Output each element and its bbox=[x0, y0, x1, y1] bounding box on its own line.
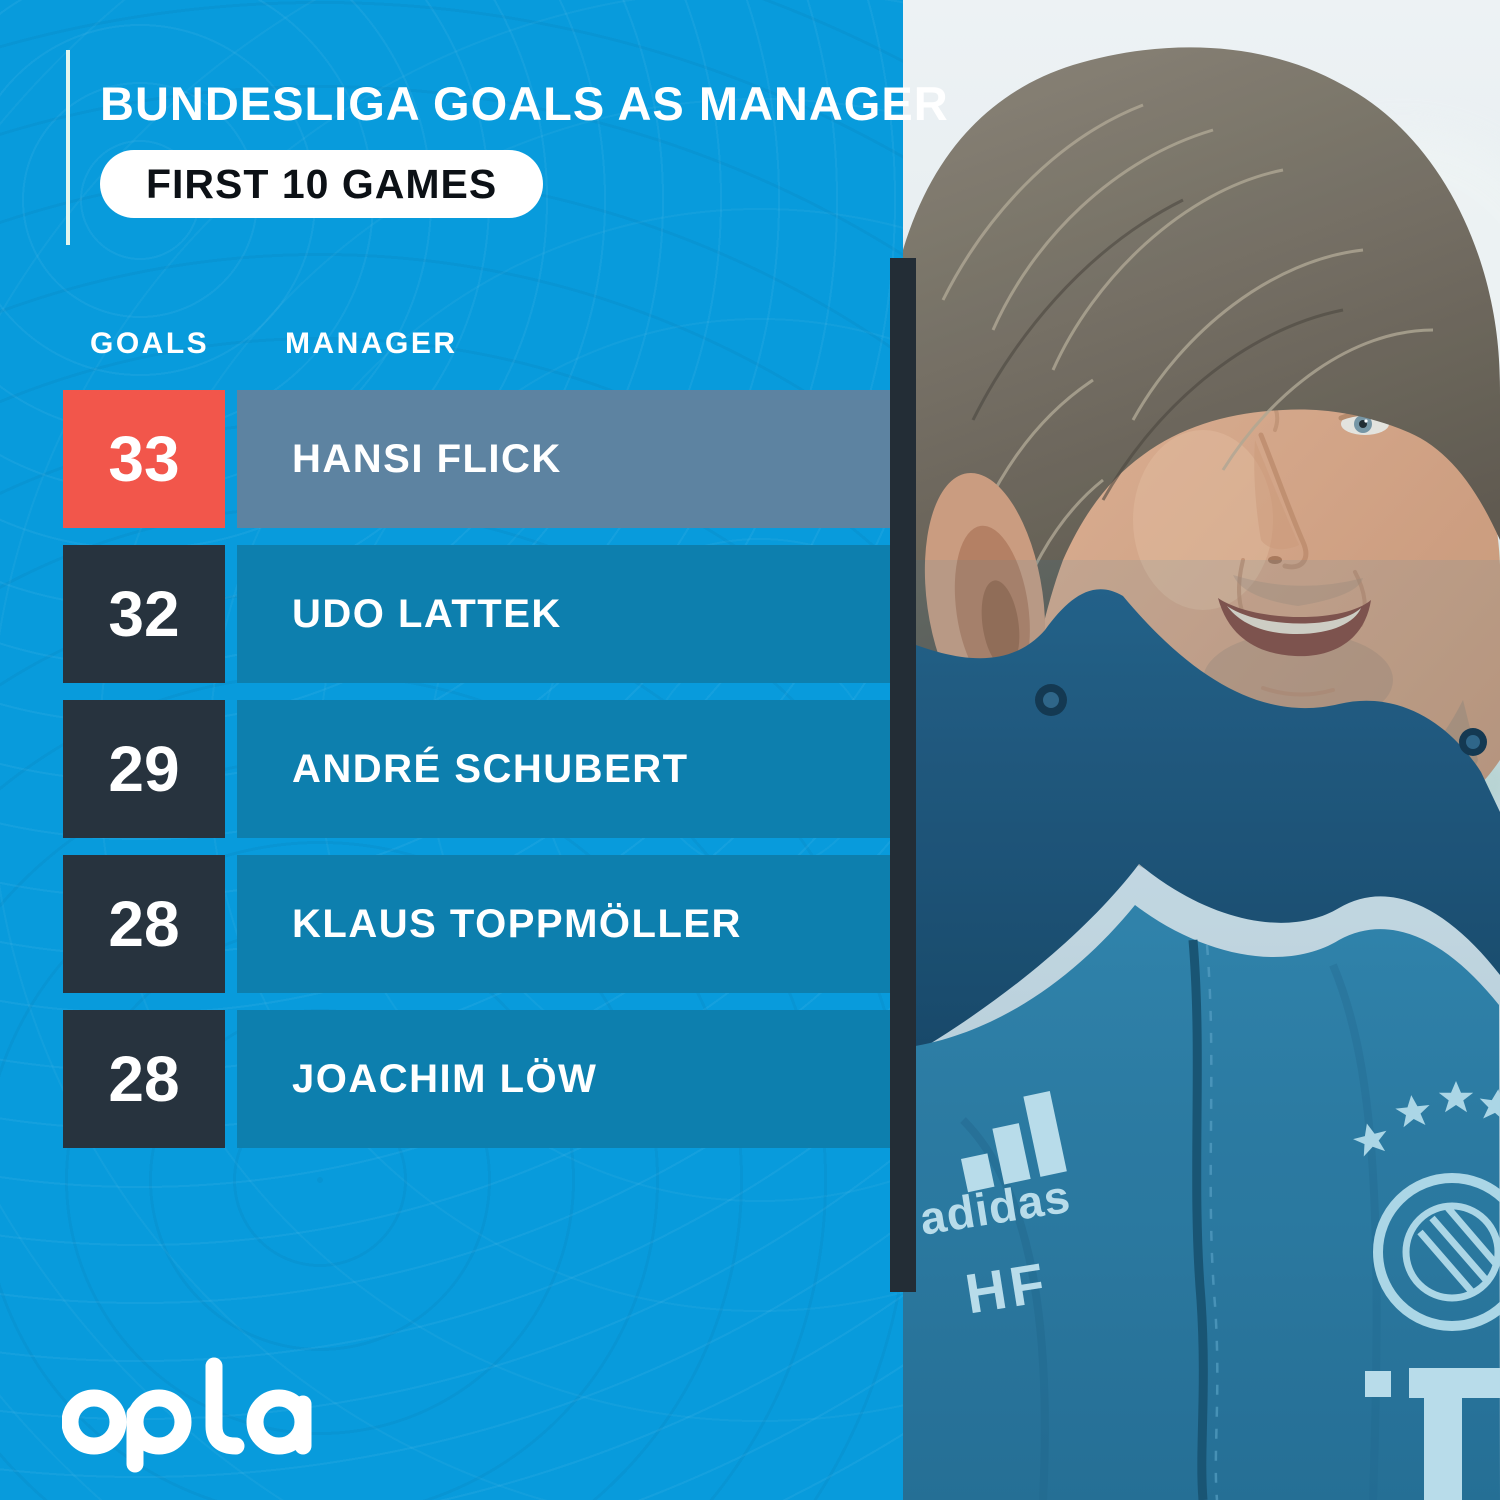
photo-tint-overall bbox=[903, 0, 1500, 1500]
zipper-seam bbox=[1188, 939, 1208, 1500]
table-row: 29 ANDRÉ SCHUBERT bbox=[63, 700, 890, 838]
stats-panel: BUNDESLIGA GOALS AS MANAGER FIRST 10 GAM… bbox=[61, 50, 949, 1482]
goals-value: 28 bbox=[63, 1010, 225, 1148]
table-row: 28 KLAUS TOPPMÖLLER bbox=[63, 855, 890, 993]
subtitle-badge: FIRST 10 GAMES bbox=[100, 150, 544, 218]
portrait-illustration: adidas HF bbox=[903, 0, 1500, 1500]
table-row: 33 HANSI FLICK bbox=[63, 390, 890, 528]
manager-name: UDO LATTEK bbox=[237, 545, 890, 683]
manager-name: HANSI FLICK bbox=[237, 390, 890, 528]
photo-tint bbox=[903, 560, 1500, 1500]
mouth bbox=[1218, 598, 1371, 657]
opta-logo: opta bbox=[61, 1342, 312, 1482]
telekom-logo-icon bbox=[1365, 1368, 1500, 1500]
ranking-table: 33 HANSI FLICK 32 UDO LATTEK 29 ANDRÉ SC… bbox=[63, 390, 890, 1148]
title-accent-line bbox=[66, 50, 70, 245]
manager-name: ANDRÉ SCHUBERT bbox=[237, 700, 890, 838]
manager-name: JOACHIM LÖW bbox=[237, 1010, 890, 1148]
opta-wordmark-icon bbox=[61, 1357, 312, 1473]
divider-bar bbox=[890, 258, 916, 1292]
goals-value: 32 bbox=[63, 545, 225, 683]
goals-value: 29 bbox=[63, 700, 225, 838]
hair bbox=[903, 47, 1500, 791]
table-row: 32 UDO LATTEK bbox=[63, 545, 890, 683]
collar-snap bbox=[1035, 684, 1487, 756]
table-row: 28 JOACHIM LÖW bbox=[63, 1010, 890, 1148]
manager-photo: adidas HF bbox=[903, 0, 1500, 1500]
page-title: BUNDESLIGA GOALS AS MANAGER bbox=[100, 77, 949, 130]
goals-value: 28 bbox=[63, 855, 225, 993]
column-header-manager: MANAGER bbox=[285, 327, 458, 360]
column-header-goals: GOALS bbox=[90, 327, 210, 360]
bayern-crest-icon bbox=[1373, 1173, 1500, 1331]
goals-value: 33 bbox=[63, 390, 225, 528]
manager-initials: HF bbox=[961, 1250, 1052, 1325]
manager-name: KLAUS TOPPMÖLLER bbox=[237, 855, 890, 993]
